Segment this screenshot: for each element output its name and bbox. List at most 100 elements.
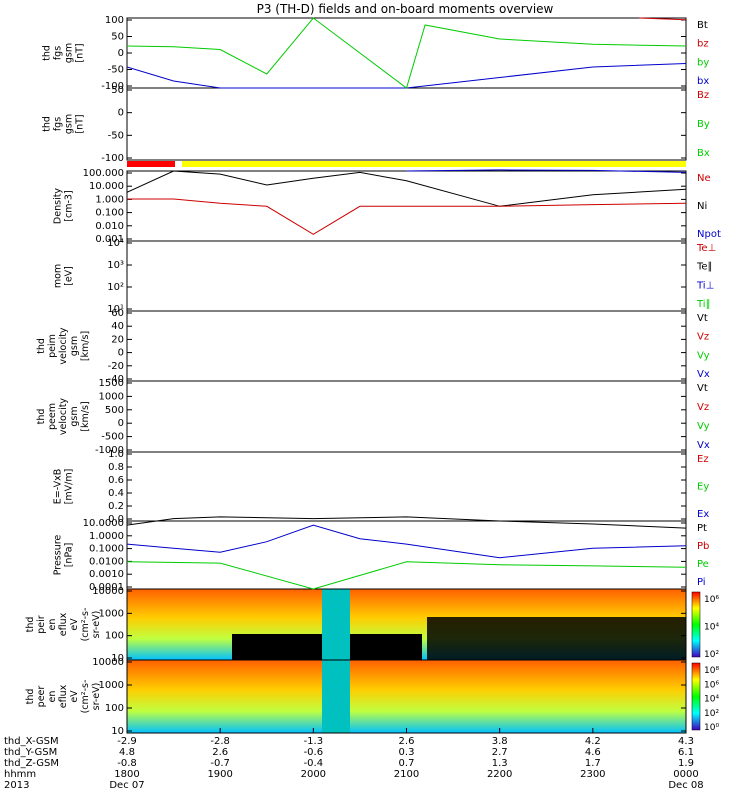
- y-tick-label: -500: [101, 432, 124, 443]
- y-tick-label: 0.100: [95, 208, 124, 219]
- legend-ez: Ez: [697, 454, 709, 465]
- y-tick-label: 50: [111, 32, 124, 43]
- x-tick-label: -0.8: [117, 758, 137, 769]
- y-axis-label: Density: [53, 188, 64, 224]
- y-tick-label: 0.4: [108, 488, 124, 499]
- panel-peim_vel: 60 40 20 0 -20 -40 thd peim velocity gsm [km/s] Vt V…: [36, 308, 710, 385]
- status-bar-red: [127, 161, 175, 167]
- legend-ti⊥: Ti⊥: [696, 280, 714, 291]
- legend-vy: Vy: [697, 421, 710, 432]
- y-axis-label: [eV]: [64, 266, 75, 286]
- legend-by: by: [697, 57, 709, 68]
- y-axis-label: [km/s]: [80, 401, 91, 431]
- x-tick-label: -1.3: [304, 736, 324, 747]
- y-tick-label: 0: [118, 48, 124, 59]
- x-tick-label: Dec 07: [109, 780, 144, 791]
- legend-pb: Pb: [697, 541, 709, 552]
- legend-bx: bx: [697, 76, 709, 87]
- colorbar-label: 10⁰: [704, 723, 719, 733]
- x-row-label: thd_Z-GSM: [4, 758, 59, 769]
- legend-vz: Vz: [697, 332, 709, 343]
- y-axis-label: peem: [47, 403, 58, 430]
- y-tick-label: 1500: [99, 378, 124, 389]
- legend-by: By: [697, 119, 710, 130]
- x-tick-label: -0.4: [304, 758, 324, 769]
- y-axis-label: (cm²-s-: [80, 608, 91, 642]
- y-tick-label: 10¹: [107, 304, 124, 315]
- x-axis-labels: thd_X-GSMthd_Y-GSMthd_Z-GSMhhmm2013-2.94…: [4, 728, 704, 791]
- x-tick-label: -0.6: [304, 747, 324, 758]
- legend-pt: Pt: [697, 523, 707, 534]
- y-tick-label: 10000: [92, 586, 124, 597]
- y-tick-label: -50: [108, 65, 124, 76]
- panel-frame: [126, 17, 687, 89]
- legend-ti∥: Ti∥: [696, 299, 711, 310]
- x-tick-label: 4.6: [585, 747, 601, 758]
- panel-frame: [126, 310, 687, 382]
- y-axis-label: eV: [69, 618, 80, 631]
- y-axis-label: gsm: [69, 336, 80, 356]
- panel-density: 100.000 10.000 1.000 0.100 0.010 0.001 Density…: [53, 168, 721, 245]
- series-Pt: [126, 516, 687, 529]
- y-axis-label: E=-VxB: [53, 469, 64, 504]
- y-axis-label: peir: [36, 615, 47, 634]
- y-tick-label: 10.0000: [83, 518, 124, 529]
- y-axis-label: en: [47, 619, 58, 631]
- y-axis-label: thd: [36, 338, 47, 354]
- y-axis-label: fgs: [53, 46, 64, 60]
- x-tick-label: 1.3: [492, 758, 508, 769]
- y-axis-label: thd: [36, 409, 47, 425]
- y-axis-label: sr-eV): [91, 611, 102, 639]
- y-axis-label: gsm: [69, 406, 80, 426]
- x-tick-label: -2.9: [117, 736, 137, 747]
- x-row-label: thd_Y-GSM: [4, 747, 57, 758]
- y-axis-label: (cm²-s-: [80, 680, 91, 714]
- series-Npot: [406, 169, 687, 173]
- panel-frame: [126, 87, 687, 161]
- series-by: [126, 17, 687, 89]
- spectrogram-band: [322, 660, 350, 733]
- legend-te∥: Te∥: [696, 262, 713, 273]
- y-axis-label: eV: [69, 690, 80, 703]
- x-tick-label: 2200: [487, 769, 512, 780]
- y-axis-label: peer: [36, 686, 47, 708]
- legend-te⊥: Te⊥: [696, 243, 716, 254]
- legend-pi: Pi: [697, 577, 706, 588]
- y-tick-label: 50: [111, 85, 124, 96]
- y-axis-label: [cm-3]: [64, 190, 75, 221]
- series-Ne: [127, 198, 687, 235]
- x-tick-label: 2.6: [399, 736, 415, 747]
- legend-ex: Ex: [697, 509, 709, 520]
- x-tick-label: 1.7: [585, 758, 601, 769]
- series-Pe: [126, 561, 687, 590]
- legend-vt: Vt: [697, 383, 708, 394]
- y-axis-label: gsm: [64, 114, 75, 134]
- panel-peer_flux: 10⁸ 10⁶ 10⁴ 10² 10⁰ 10000 1000 100 10 thd peer en ef…: [25, 657, 719, 737]
- y-axis-label: thd: [42, 116, 53, 132]
- x-row-label: hhmm: [4, 769, 36, 780]
- y-tick-label: 0.010: [95, 221, 124, 232]
- panel-peem_vel: 1500 1000 500 0 -500 -1000 thd peem velocity gsm[…: [36, 378, 710, 456]
- y-tick-label: 10: [111, 726, 124, 737]
- y-axis-label: [mV/m]: [64, 469, 75, 505]
- y-tick-label: 10000: [92, 657, 124, 668]
- legend-ni: Ni: [697, 201, 707, 212]
- y-tick-label: 0.001: [95, 234, 124, 245]
- y-axis-label: peim: [47, 334, 58, 358]
- x-tick-label: -0.7: [210, 758, 230, 769]
- status-bar-yellow: [182, 161, 686, 167]
- x-tick-label: 4.2: [585, 736, 601, 747]
- y-tick-label: -20: [108, 361, 124, 372]
- y-axis-label: eflux: [58, 684, 69, 708]
- panel-fgs: 100 50 0 -50 -100 thd fgs gsm [nT] Bt bz by bx: [42, 15, 710, 92]
- x-tick-label: 0000: [673, 769, 698, 780]
- y-axis-label: [km/s]: [80, 331, 91, 361]
- y-tick-label: 10³: [107, 260, 124, 271]
- y-tick-label: 1000: [99, 680, 124, 691]
- legend-vx: Vx: [697, 369, 710, 380]
- colorbar-label: 10⁴: [704, 695, 719, 705]
- x-tick-label: 1900: [207, 769, 232, 780]
- y-tick-label: 10.000: [89, 181, 124, 192]
- y-tick-label: 0.2: [108, 501, 124, 512]
- y-tick-label: 100: [105, 15, 124, 26]
